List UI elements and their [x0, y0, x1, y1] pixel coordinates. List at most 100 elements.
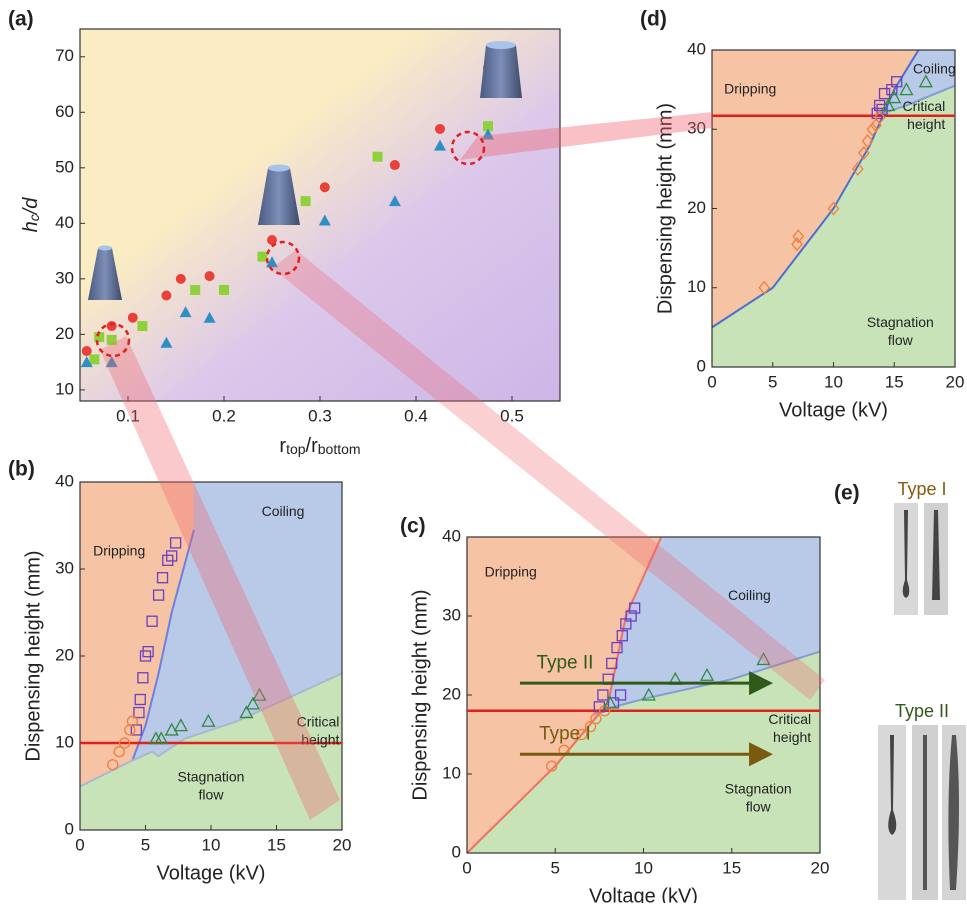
y-axis-label-part: /d	[20, 197, 42, 217]
point	[245, 696, 261, 710]
y-axis-label: Dispensing height (mm)	[654, 103, 676, 314]
point	[107, 759, 119, 771]
point	[584, 720, 597, 733]
x-tick-label: 10	[634, 858, 653, 877]
point	[190, 284, 201, 295]
y-tick-label: 20	[55, 645, 74, 664]
panel: 0 5 10 15 20 0 10 20 30 40 Dripping Coiling Stagnati…	[400, 515, 830, 908]
cone	[480, 45, 522, 98]
y-tick-label: 40	[442, 526, 461, 545]
point	[204, 271, 215, 282]
y-tick-label: 10	[55, 379, 74, 398]
panel: 0 5 10 15 20 0 10 20 30 40 Dripping Coiling Stagnati…	[8, 458, 351, 885]
point	[791, 237, 803, 252]
point	[137, 321, 148, 332]
point	[139, 650, 152, 662]
point	[80, 356, 93, 368]
region-label: Stagnation	[178, 769, 245, 785]
point	[389, 160, 400, 171]
point	[94, 332, 105, 343]
region-label: Critical	[902, 98, 945, 114]
point	[169, 537, 182, 549]
point	[118, 737, 131, 749]
plot-background	[80, 29, 560, 401]
y-tick-label: 60	[55, 102, 74, 121]
point	[641, 687, 656, 701]
boundary-line	[711, 49, 920, 329]
y-axis-label: Dispensing height (mm)	[22, 550, 44, 761]
point	[873, 110, 886, 125]
connector	[272, 250, 825, 700]
region-dripping	[712, 50, 919, 328]
point	[164, 722, 179, 736]
region-dripping	[467, 537, 662, 853]
x-tick-label: 20	[333, 835, 352, 854]
point	[219, 284, 229, 295]
point	[166, 550, 178, 562]
cone-top	[486, 41, 516, 49]
x-tick-label: 10	[202, 835, 221, 854]
point	[146, 615, 158, 627]
point	[203, 311, 216, 323]
point	[435, 123, 445, 134]
x-tick-label: 5	[551, 858, 560, 877]
point	[106, 321, 117, 332]
panel: 0 5 10 15 20 0 10 20 30 40 Dripping Coiling Stagnati…	[640, 8, 964, 422]
point	[160, 336, 173, 348]
point	[156, 572, 169, 584]
region-label: height	[907, 116, 945, 132]
point	[625, 610, 637, 622]
region-label: flow	[199, 787, 225, 803]
y-tick-label: 40	[687, 39, 706, 58]
type-label: Type I	[539, 723, 591, 744]
x-tick-label: 0	[707, 372, 716, 391]
point	[887, 90, 902, 104]
y-axis-label: Dispensing height (mm)	[409, 589, 431, 800]
point	[126, 715, 139, 727]
x-tick-label: 15	[722, 858, 741, 877]
boundary-line	[599, 650, 821, 712]
region-label: Stagnation	[725, 781, 792, 797]
connector	[460, 112, 712, 160]
x-tick-label: 0	[75, 835, 84, 854]
y-tick-label: 20	[442, 684, 461, 703]
cone-top	[98, 245, 112, 251]
region-label: Dripping	[485, 563, 537, 579]
point	[388, 195, 401, 207]
point	[266, 256, 278, 268]
y-tick-label: 40	[55, 213, 74, 232]
point	[483, 121, 493, 132]
point	[201, 713, 216, 727]
point	[611, 641, 623, 654]
y-tick-label: 0	[65, 819, 74, 838]
y-axis-label-part: c	[26, 214, 42, 221]
x-tick-label: 20	[946, 372, 965, 391]
point	[434, 139, 446, 151]
region-coiling	[599, 537, 820, 711]
y-tick-label: 30	[442, 605, 461, 624]
point	[482, 128, 494, 140]
point	[614, 689, 627, 701]
point	[267, 234, 277, 245]
x-tick-label: 20	[811, 858, 830, 877]
point	[81, 346, 92, 357]
x-axis-label-part: r	[279, 435, 286, 457]
point	[792, 229, 805, 244]
x-tick-label: 0.3	[308, 406, 332, 425]
point	[616, 630, 628, 642]
point	[134, 693, 146, 706]
region-label: Critical	[297, 714, 340, 730]
panel-e: (e) Type I Type II	[834, 479, 966, 900]
point	[133, 706, 145, 719]
region-dripping	[80, 482, 194, 787]
point	[597, 689, 609, 701]
y-tick-label: 0	[452, 842, 461, 861]
decorations	[88, 41, 825, 820]
region-label: Coiling	[728, 587, 771, 603]
point	[175, 273, 186, 284]
x-tick-label: 15	[267, 835, 286, 854]
y-tick-label: 20	[55, 324, 74, 343]
point	[113, 746, 125, 758]
